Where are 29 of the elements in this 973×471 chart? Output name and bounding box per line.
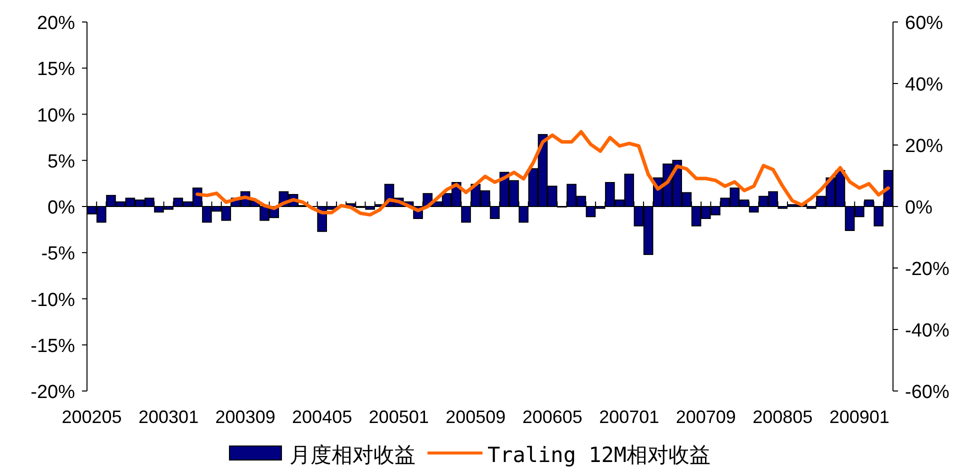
x-tick-label: 200405 [292,407,352,427]
y2-tick-label: 0% [905,198,933,218]
x-tick-label: 200301 [138,407,199,427]
y-tick-label: 10% [36,105,76,126]
y-tick-label: 20% [36,13,76,34]
y2-tick-label: 20% [905,136,944,157]
y2-tick-label: 40% [905,74,944,96]
legend-label: 月度相对收益 [289,443,416,467]
x-tick-label: 200509 [446,407,506,427]
y2-tick-label: -40% [905,320,950,342]
x-tick-label: 200709 [676,407,736,427]
y2-tick-label: -20% [905,259,950,280]
y-tick-label: -15% [30,336,76,357]
y-tick-label: 5% [48,151,76,172]
y2-tick-label: -60% [905,382,950,403]
x-tick-label: 200901 [829,407,890,427]
x-tick-label: 200805 [752,407,813,427]
x-tick-label: 200701 [599,407,660,427]
x-tick-label: 200501 [368,407,429,427]
x-tick-label: 200309 [215,407,276,427]
y-tick-label: 0% [48,198,76,218]
y-tick-label: -5% [41,244,76,265]
y-tick-label: 15% [36,59,76,80]
x-tick-label: 200605 [522,407,582,427]
y2-tick-label: 60% [905,13,944,34]
x-tick-label: 200205 [62,407,122,427]
legend-label: Traling 12M相对收益 [487,443,711,467]
y-tick-label: -10% [30,290,76,311]
y-tick-label: -20% [30,382,76,403]
